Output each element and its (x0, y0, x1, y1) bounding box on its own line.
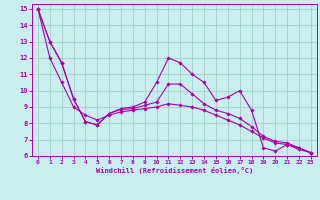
X-axis label: Windchill (Refroidissement éolien,°C): Windchill (Refroidissement éolien,°C) (96, 167, 253, 174)
